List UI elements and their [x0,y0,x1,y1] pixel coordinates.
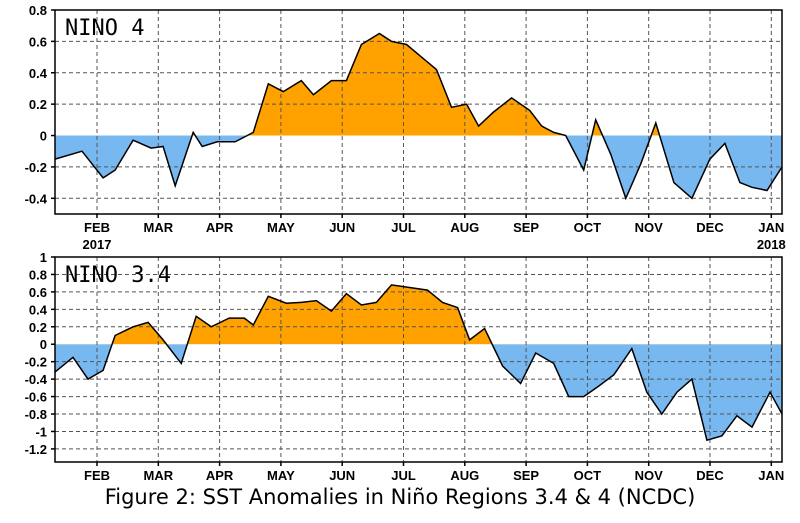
x-tick-label: OCT [574,468,602,483]
x-tick-label: AUG [450,468,479,483]
y-tick-label: 0 [40,337,47,352]
y-tick-label: -0.6 [25,390,47,405]
y-tick-label: 0.8 [29,3,47,18]
y-tick-label: -0.4 [25,372,48,387]
y-tick-label: 0.6 [29,34,47,49]
y-tick-label: 0.2 [29,320,47,335]
figure-caption: Figure 2: SST Anomalies in Niño Regions … [104,485,696,509]
x-tick-label: JUN [329,468,355,483]
x-tick-label: OCT [574,220,602,235]
x-tick-label: MAY [267,220,295,235]
chart-title: NINO 4 [65,16,144,41]
negative-area [55,344,782,441]
positive-area [55,284,782,345]
y-tick-label: -1.2 [25,442,47,457]
x-tick-label: FEB [84,220,110,235]
y-tick-label: 0.2 [29,97,47,112]
x-tick-label: JUN [329,220,355,235]
x-tick-label: APR [206,468,234,483]
chart-nino4: 0.8 0.6 0.4 0.2 0 -0.2 -0.4 FEB 2017 MAR APR MAY JUN… [25,3,786,252]
x-tick-label: APR [206,220,234,235]
x-tick-label: JUL [391,220,416,235]
y-tick-label: 1 [40,250,47,265]
y-tick-label: 0 [40,129,47,144]
plot-frame [54,256,783,463]
y-tick-label: 0.4 [29,66,48,81]
x-tick-label: AUG [450,220,479,235]
x-tick-label: JAN [758,468,784,483]
x-tick-label: SEP [513,220,539,235]
x-tick-label: NOV [635,220,664,235]
x-tick-label: JAN [758,220,784,235]
year-label: 2018 [757,237,786,252]
x-tick-label: MAR [143,220,173,235]
y-tick-label: -0.4 [25,191,48,206]
x-tick-label: SEP [513,468,539,483]
x-tick-label: DEC [696,468,724,483]
chart-nino34: 1 0.8 0.6 0.4 0.2 0 -0.2 -0.4 -0.6 -0.8 -1 -1.2 FEB M… [25,250,785,483]
x-tick-label: NOV [635,468,664,483]
y-tick-label: -0.2 [25,355,47,370]
y-tick-label: -0.8 [25,407,47,422]
x-tick-label: JUL [391,468,416,483]
positive-area [55,33,782,136]
x-tick-label: FEB [84,468,110,483]
series-line [54,284,783,442]
series-line [54,32,783,201]
y-tick-label: 0.8 [29,267,47,282]
x-tick-label: MAY [267,468,295,483]
y-tick-label: -1 [35,424,47,439]
x-tick-label: DEC [696,220,724,235]
year-label: 2017 [83,237,112,252]
y-tick-label: -0.2 [25,160,47,175]
y-tick-label: 0.4 [29,302,48,317]
y-tick-label: 0.6 [29,285,47,300]
x-tick-label: MAR [143,468,173,483]
plot-frame [54,9,783,215]
chart-title: NINO 3.4 [65,263,171,288]
